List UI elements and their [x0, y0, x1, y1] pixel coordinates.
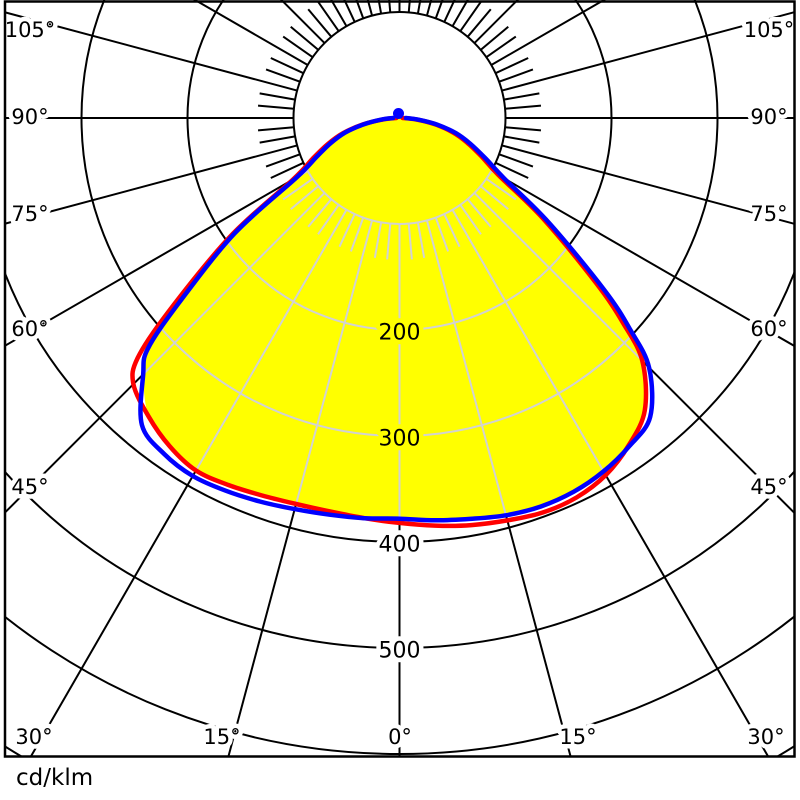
frame-border: [3, 0, 796, 758]
ring-label-300: 300: [379, 427, 421, 452]
angle-label-left-75: 75°: [11, 202, 48, 226]
angle-label-left-90: 90°: [11, 105, 48, 129]
beam-fill: [142, 118, 646, 521]
angle-label-bottom-30: 30°: [15, 725, 52, 749]
blue-curve: [138, 115, 655, 523]
angle-label-right-90: 90°: [750, 105, 787, 129]
angle-label-bottom-0: 0°: [388, 725, 412, 749]
blue-plane-path: [138, 115, 655, 523]
center-marker-dot: [393, 108, 404, 119]
angle-labels: 105° 105° 90° 90° 75° 75° 60° 60° 45° 45° 30° 15° 0°…: [0, 14, 799, 754]
angle-label-right-75: 75°: [750, 202, 787, 226]
angle-label-right-60: 60°: [750, 317, 787, 341]
ring-label-200: 200: [379, 321, 421, 346]
beam-area: [142, 118, 646, 521]
center-marker: [393, 108, 404, 119]
ring-label-400: 400: [379, 533, 421, 558]
angle-label-bottom-30: 30°: [747, 725, 784, 749]
angle-label-left-105: 105°: [5, 18, 56, 42]
ring-label-500: 500: [379, 639, 421, 664]
chart-frame: [3, 0, 796, 758]
angle-label-right-105: 105°: [744, 18, 795, 42]
angle-label-left-45: 45°: [11, 475, 48, 499]
unit-label: cd/klm: [16, 765, 94, 791]
angle-label-bottom-15: 15°: [559, 725, 596, 749]
angle-label-bottom-15: 15°: [203, 725, 240, 749]
angle-label-left-60: 60°: [11, 317, 48, 341]
angle-label-right-45: 45°: [750, 475, 787, 499]
